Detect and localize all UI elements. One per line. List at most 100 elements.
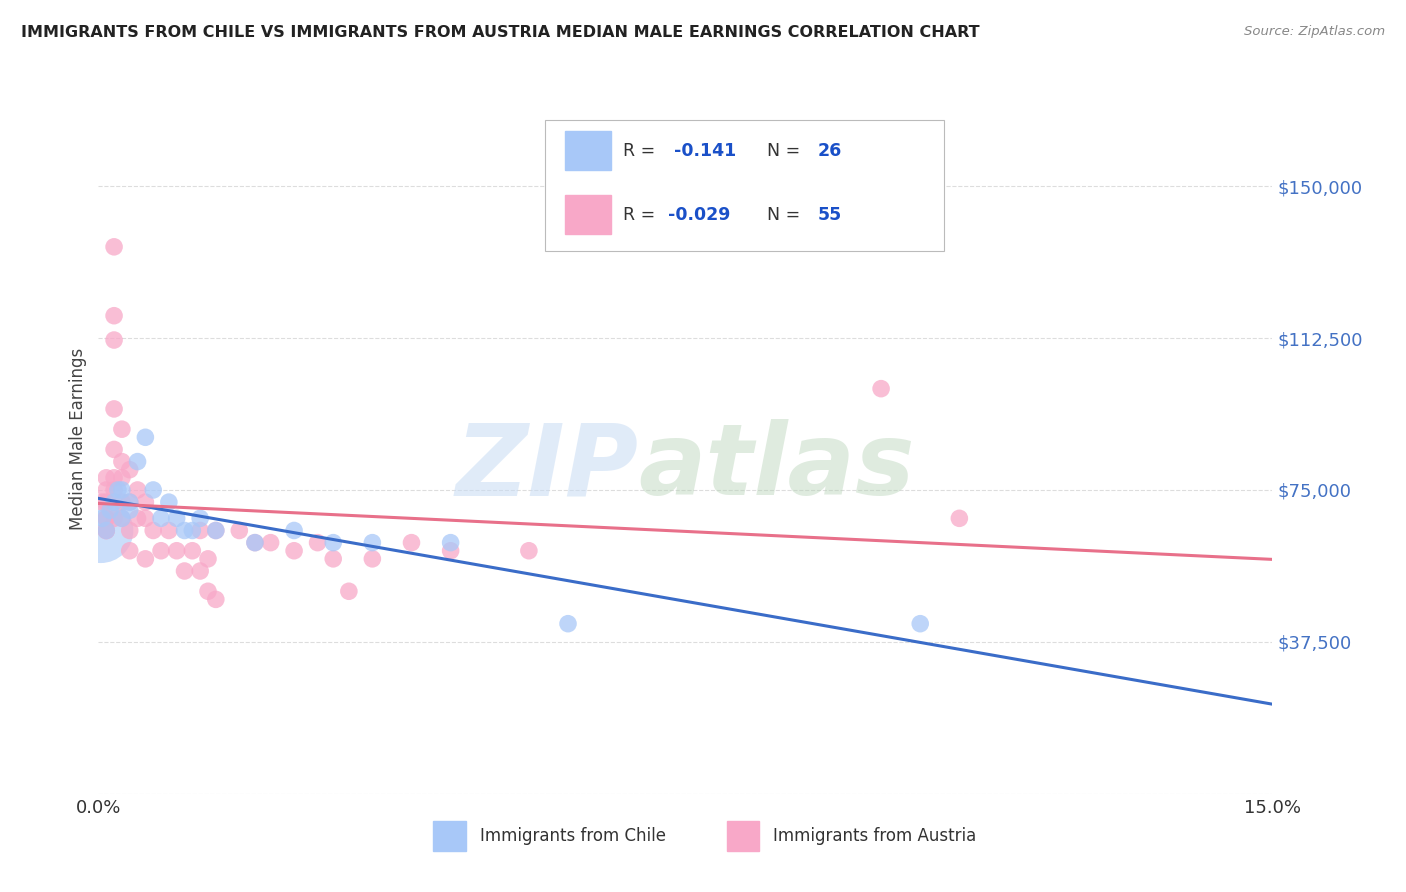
Point xyxy=(134,430,156,444)
Point xyxy=(361,535,384,549)
Point xyxy=(134,511,156,525)
Point xyxy=(322,535,344,549)
Point xyxy=(91,511,114,525)
Text: Immigrants from Austria: Immigrants from Austria xyxy=(773,827,977,845)
Text: ZIP: ZIP xyxy=(456,419,638,516)
Point xyxy=(205,592,228,607)
Text: R =: R = xyxy=(623,142,666,160)
Point xyxy=(127,483,149,497)
Point xyxy=(111,422,134,436)
Point xyxy=(111,471,134,485)
Point xyxy=(150,543,173,558)
Point xyxy=(103,483,125,497)
Point xyxy=(150,511,173,525)
Point xyxy=(157,495,180,509)
Point xyxy=(557,616,579,631)
Point xyxy=(188,524,211,538)
Point xyxy=(103,401,125,416)
Point xyxy=(103,471,125,485)
Point xyxy=(103,511,125,525)
FancyBboxPatch shape xyxy=(564,194,612,234)
Text: 55: 55 xyxy=(818,205,842,224)
Point xyxy=(173,524,195,538)
Point xyxy=(103,442,125,457)
Point xyxy=(142,483,165,497)
Point xyxy=(205,524,228,538)
Point xyxy=(134,495,156,509)
Point xyxy=(118,543,141,558)
Text: R =: R = xyxy=(623,205,661,224)
Point xyxy=(181,543,204,558)
Point xyxy=(127,454,149,468)
Point xyxy=(96,524,118,538)
Point xyxy=(103,309,125,323)
Text: -0.029: -0.029 xyxy=(668,205,730,224)
Point xyxy=(111,454,134,468)
Point xyxy=(111,495,134,509)
Point xyxy=(96,471,118,485)
Point xyxy=(228,524,250,538)
Point xyxy=(439,543,461,558)
Point xyxy=(910,616,932,631)
Point xyxy=(439,535,461,549)
Point xyxy=(948,511,970,525)
Point xyxy=(103,333,125,347)
Point xyxy=(181,524,204,538)
Point xyxy=(118,524,141,538)
Point xyxy=(188,564,211,578)
Point xyxy=(96,495,118,509)
Point xyxy=(96,524,118,538)
Point xyxy=(111,511,134,525)
Point xyxy=(517,543,540,558)
Point xyxy=(91,495,114,509)
Point xyxy=(103,240,125,254)
Text: 26: 26 xyxy=(818,142,842,160)
Point xyxy=(361,552,384,566)
Point xyxy=(127,511,149,525)
FancyBboxPatch shape xyxy=(564,131,612,169)
Point xyxy=(307,535,329,549)
Point xyxy=(118,463,141,477)
Text: IMMIGRANTS FROM CHILE VS IMMIGRANTS FROM AUSTRIA MEDIAN MALE EARNINGS CORRELATIO: IMMIGRANTS FROM CHILE VS IMMIGRANTS FROM… xyxy=(21,25,980,40)
Point xyxy=(157,524,180,538)
Point xyxy=(111,511,134,525)
Point xyxy=(96,511,118,525)
Point xyxy=(111,483,134,497)
Point xyxy=(173,564,195,578)
FancyBboxPatch shape xyxy=(727,821,759,851)
Point xyxy=(188,511,211,525)
Text: Source: ZipAtlas.com: Source: ZipAtlas.com xyxy=(1244,25,1385,38)
Point xyxy=(401,535,423,549)
Point xyxy=(118,495,141,509)
Point xyxy=(205,524,228,538)
Point xyxy=(243,535,266,549)
Point xyxy=(107,483,129,497)
Point xyxy=(322,552,344,566)
Point xyxy=(870,382,893,396)
Point xyxy=(96,483,118,497)
Point xyxy=(96,524,118,538)
Text: N =: N = xyxy=(756,142,806,160)
Point xyxy=(283,543,305,558)
Text: -0.141: -0.141 xyxy=(673,142,735,160)
Point xyxy=(283,524,305,538)
Point xyxy=(243,535,266,549)
Point xyxy=(90,524,112,538)
Text: N =: N = xyxy=(756,205,806,224)
Point xyxy=(259,535,281,549)
Point xyxy=(197,584,219,599)
Text: atlas: atlas xyxy=(638,419,915,516)
Text: Immigrants from Chile: Immigrants from Chile xyxy=(479,827,666,845)
Point xyxy=(166,543,188,558)
Y-axis label: Median Male Earnings: Median Male Earnings xyxy=(69,348,87,531)
Point xyxy=(118,495,141,509)
Point xyxy=(98,503,121,517)
Point xyxy=(337,584,360,599)
Point xyxy=(142,524,165,538)
Point xyxy=(134,552,156,566)
Point xyxy=(96,511,118,525)
FancyBboxPatch shape xyxy=(433,821,465,851)
FancyBboxPatch shape xyxy=(544,120,943,252)
Point xyxy=(197,552,219,566)
Point xyxy=(166,511,188,525)
